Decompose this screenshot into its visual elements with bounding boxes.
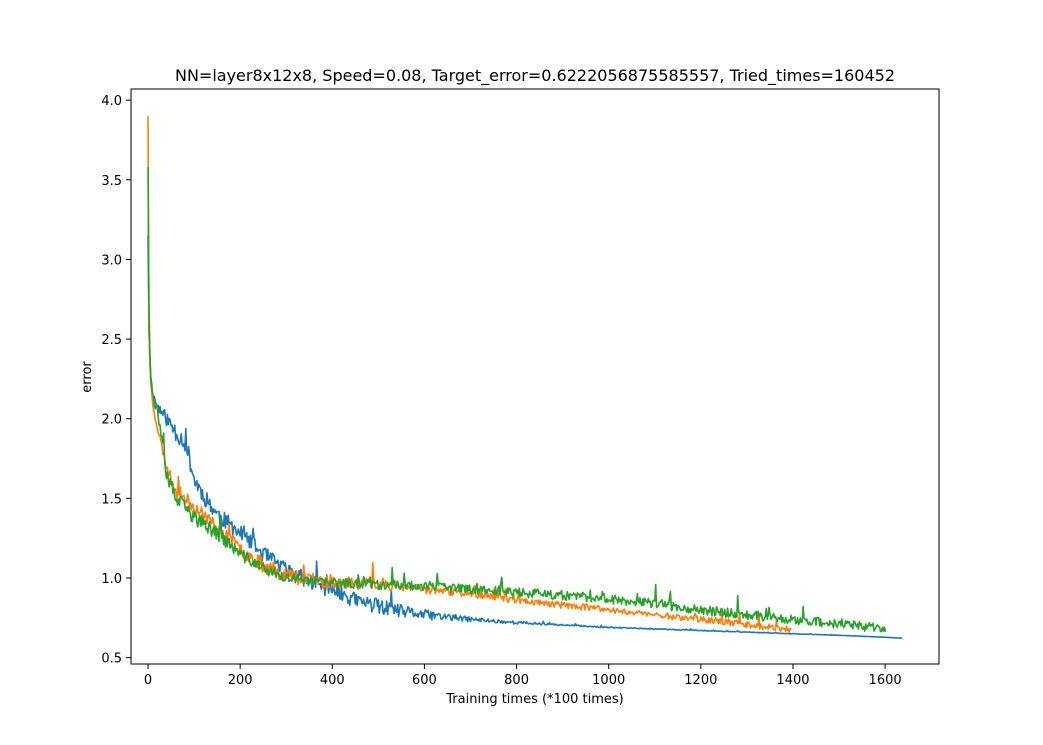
- x-tick-label: 400: [320, 673, 345, 688]
- x-tick-label: 0: [144, 673, 152, 688]
- x-tick-label: 200: [228, 673, 253, 688]
- y-tick-label: 4.0: [101, 94, 122, 109]
- y-tick-label: 1.5: [101, 492, 122, 507]
- x-tick-label: 1400: [776, 673, 809, 688]
- series-layer: [147, 116, 903, 640]
- y-tick-label: 2.0: [101, 413, 122, 428]
- x-axis: 0 200 400 600 800 1000 1200 1400 1600: [144, 664, 902, 688]
- y-tick-label: 2.5: [101, 333, 122, 348]
- x-tick-label: 1600: [869, 673, 902, 688]
- y-axis-label: error: [80, 361, 95, 393]
- x-tick-label: 1000: [592, 673, 625, 688]
- y-tick-label: 0.5: [101, 652, 122, 667]
- chart-title: NN=layer8x12x8, Speed=0.08, Target_error…: [175, 66, 895, 86]
- y-tick-label: 3.0: [101, 253, 122, 268]
- y-tick-label: 1.0: [101, 572, 122, 587]
- y-tick-label: 3.5: [101, 174, 122, 189]
- x-axis-label: Training times (*100 times): [445, 692, 623, 707]
- x-tick-label: 800: [504, 673, 529, 688]
- x-tick-label: 1200: [684, 673, 717, 688]
- series-line-3: [147, 166, 886, 633]
- plot-frame: [130, 88, 940, 665]
- x-tick-label: 600: [412, 673, 437, 688]
- y-axis: 0.5 1.0 1.5 2.0 2.5 3.0 3.5 4.0: [101, 94, 131, 667]
- series-line-1: [147, 235, 903, 640]
